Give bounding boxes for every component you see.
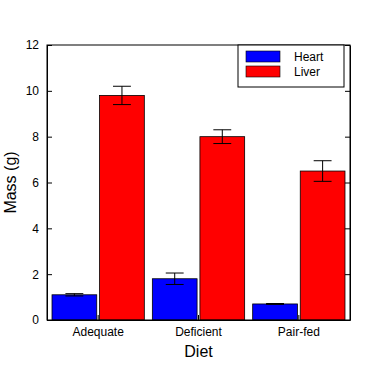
tick: 2 [32,268,52,282]
bar [300,171,345,320]
bar [100,95,145,320]
tick-label: Pair-fed [278,325,320,339]
bar [52,295,97,320]
tick [345,274,350,275]
y-axis-title: Mass (g) [2,151,19,213]
tick: 10 [26,84,52,98]
tick-mark [47,137,52,138]
tick-label: 4 [32,222,39,236]
tick: 12 [26,38,52,52]
tick-mark [345,45,350,46]
tick [345,228,350,229]
x-axis-title: Diet [184,343,213,360]
tick: Pair-fed [278,315,320,339]
tick: 8 [32,130,52,144]
tick-label: Deficient [175,325,222,339]
tick-mark [47,91,52,92]
tick [345,137,350,138]
bar [200,137,245,320]
tick-label: 8 [32,130,39,144]
tick-mark [47,45,52,46]
tick-label: 12 [26,38,40,52]
legend-swatch [246,66,280,77]
axis-line [350,46,351,321]
marks [52,86,345,320]
error-bar [266,303,284,305]
error-bar [314,161,332,182]
legend: HeartLiver [238,45,344,87]
tick-mark [98,315,99,320]
y-axis-right [345,46,351,321]
tick-label: 6 [32,176,39,190]
axis-line [48,320,351,321]
tick: 6 [32,176,52,190]
error-bar [166,273,184,284]
tick-mark [198,315,199,320]
tick [345,183,350,184]
legend-swatch [246,51,280,62]
plot: 0 2 4 6 8 10 12 Adequate Deficient Pair-fed HeartL… [26,38,351,338]
tick-label: 2 [32,268,39,282]
tick [345,91,350,92]
error-bar [213,130,231,144]
error-bar [113,86,131,104]
tick-mark [47,183,52,184]
legend-entry: Heart [246,50,324,64]
tick-label: 0 [32,313,39,327]
tick-mark [47,228,52,229]
y-axis: 0 2 4 6 8 10 12 [26,38,52,327]
legend-label: Heart [294,50,324,64]
series [52,273,297,320]
bar [253,304,298,320]
legend-box [238,45,344,87]
tick-mark [345,137,350,138]
series [100,86,345,320]
tick-mark [47,274,52,275]
tick [345,45,350,46]
tick: Deficient [175,315,222,339]
tick-label: 10 [26,84,40,98]
tick: 4 [32,222,52,236]
tick-mark [345,91,350,92]
plot-frame [47,45,350,320]
tick-mark [298,315,299,320]
tick-mark [345,228,350,229]
legend-entry: Liver [246,65,320,79]
tick-mark [345,183,350,184]
tick-mark [345,274,350,275]
tick-label: Adequate [72,325,124,339]
tick: Adequate [72,315,124,339]
chart: 0 2 4 6 8 10 12 Adequate Deficient Pair-fed HeartL… [0,0,375,375]
x-axis: Adequate Deficient Pair-fed [48,315,351,339]
error-bar [65,294,83,296]
legend-label: Liver [294,65,320,79]
